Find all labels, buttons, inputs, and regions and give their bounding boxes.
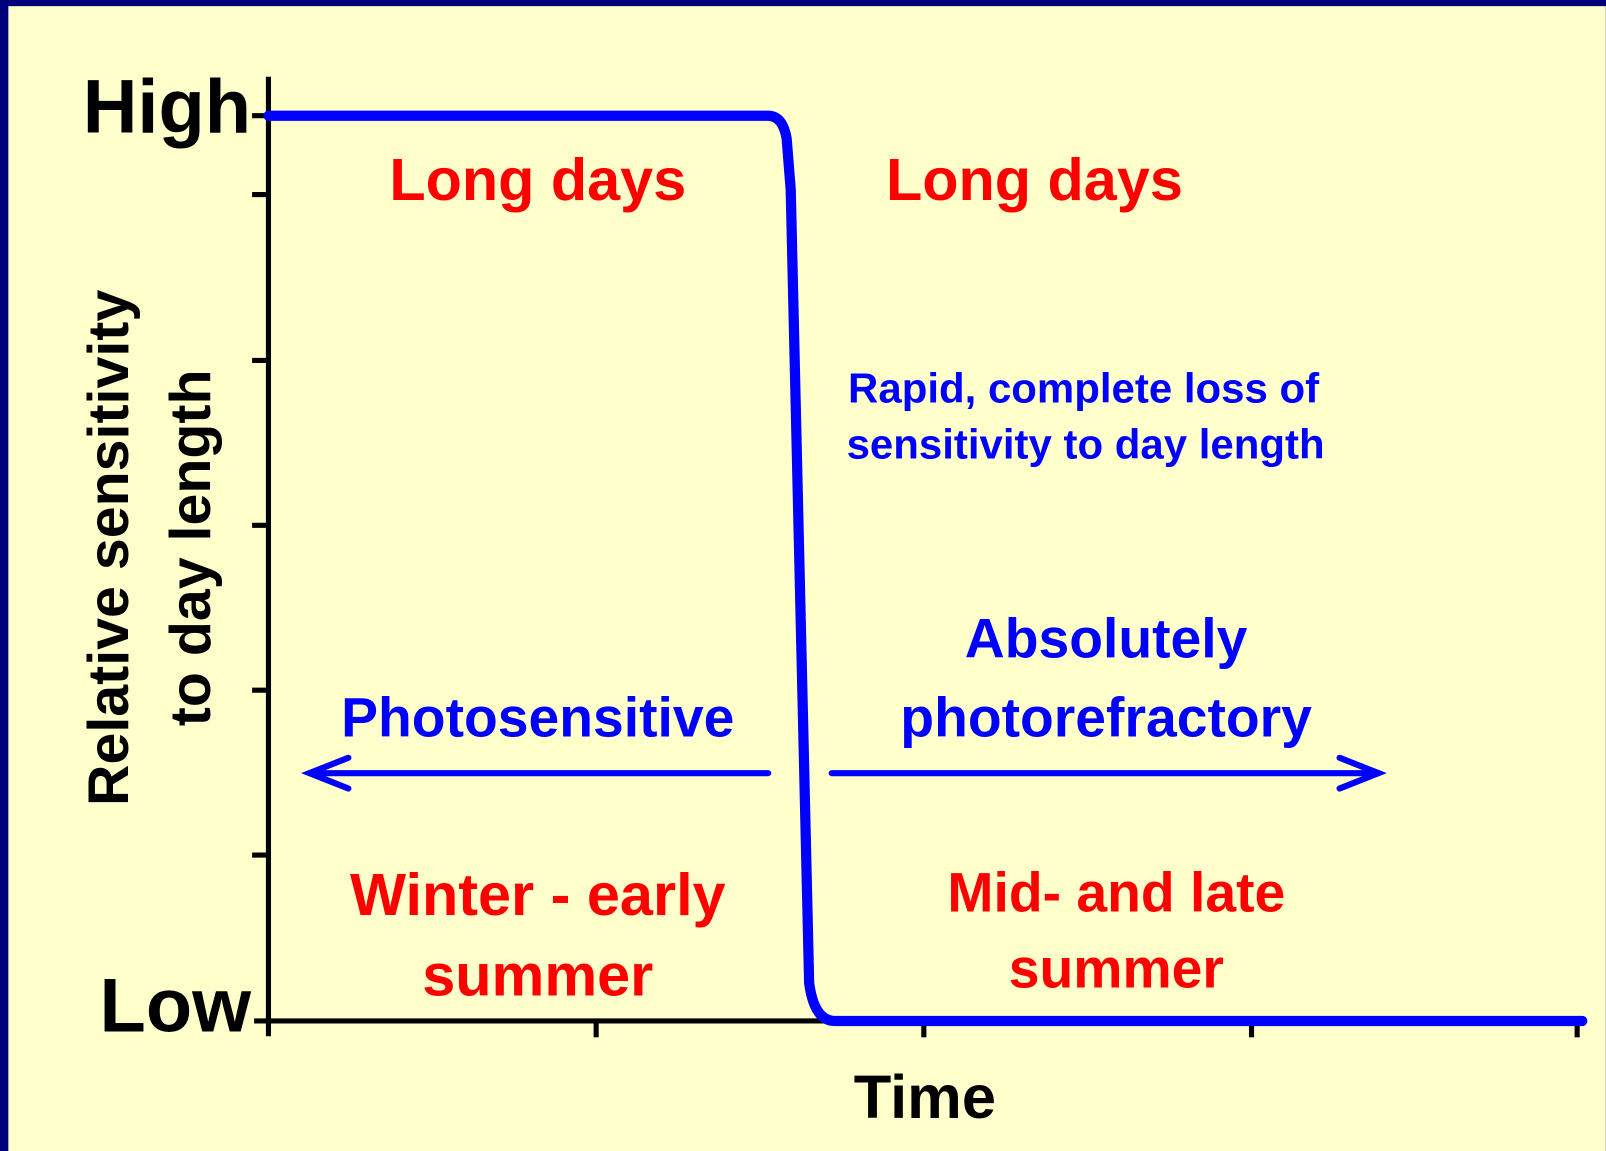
arrow-head [301, 754, 352, 792]
arrows [301, 754, 1387, 792]
annotation: Long days [389, 146, 686, 213]
annotation: Winter - early [350, 861, 726, 928]
y-high-label: High [83, 65, 251, 150]
annotation: summer [422, 942, 653, 1009]
annotation: Mid- and late [947, 862, 1285, 924]
arrow-head [1336, 754, 1387, 792]
y-title-line: to day length [159, 369, 223, 726]
annotation: photorefractory [900, 687, 1312, 749]
annotation: summer [1009, 937, 1224, 999]
annotation: sensitivity to day length [847, 421, 1325, 468]
sensitivity-curve [263, 110, 1588, 1027]
annotation: Long days [886, 146, 1183, 213]
annotation: Absolutely [965, 608, 1248, 670]
annotation: Photosensitive [341, 687, 734, 749]
y-low-label: Low [100, 964, 253, 1049]
y-title-line: Relative sensitivity [77, 290, 141, 806]
annotation: Rapid, complete loss of [848, 364, 1320, 411]
y-title: Relative sensitivity to day length [77, 290, 223, 806]
x-title: Time [854, 1063, 996, 1132]
